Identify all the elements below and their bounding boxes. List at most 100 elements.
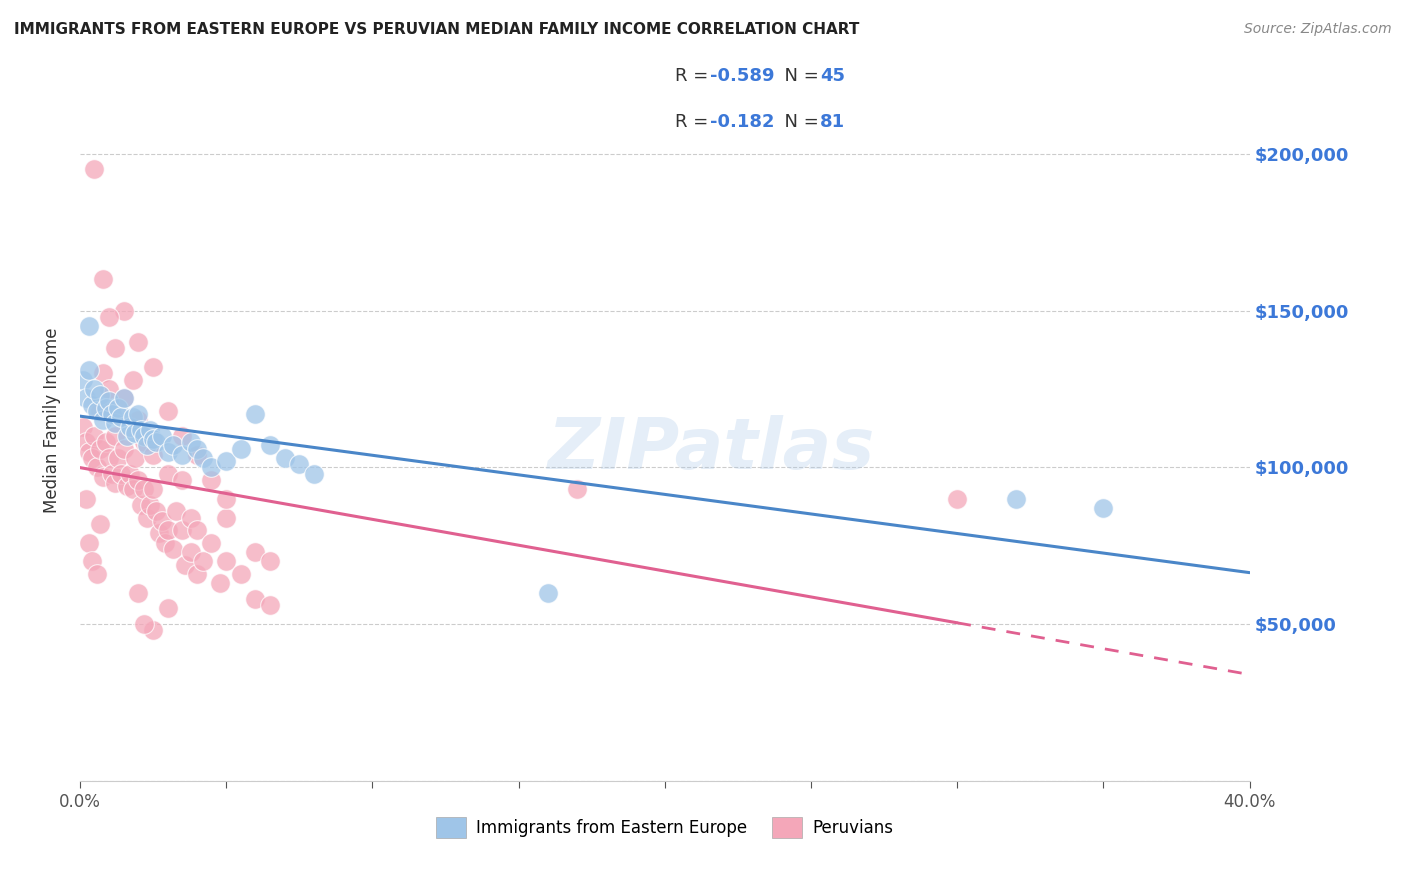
Point: [215, 491, 238, 506]
Point: [148, 526, 170, 541]
Point: [75, 491, 97, 506]
Point: [180, 545, 202, 559]
Point: [136, 438, 159, 452]
Point: [72, 419, 94, 434]
Point: [259, 554, 281, 568]
Point: [162, 541, 184, 556]
Point: [104, 475, 127, 490]
Point: [89, 404, 111, 418]
Point: [139, 423, 162, 437]
Point: [229, 442, 252, 456]
Point: [288, 457, 311, 471]
Point: [273, 450, 295, 465]
Point: [104, 417, 127, 431]
Text: R =: R =: [675, 67, 714, 85]
Point: [215, 454, 238, 468]
Point: [142, 432, 165, 446]
Point: [153, 535, 176, 549]
Point: [191, 450, 214, 465]
Point: [302, 467, 325, 481]
Point: [180, 510, 202, 524]
Point: [145, 435, 167, 450]
Point: [259, 438, 281, 452]
Text: ZIPatlas: ZIPatlas: [548, 415, 875, 483]
Point: [118, 467, 141, 481]
Point: [96, 435, 118, 450]
Point: [112, 392, 135, 406]
Point: [200, 460, 222, 475]
Point: [80, 450, 103, 465]
Point: [98, 394, 121, 409]
Point: [209, 576, 232, 591]
Text: IMMIGRANTS FROM EASTERN EUROPE VS PERUVIAN MEDIAN FAMILY INCOME CORRELATION CHAR: IMMIGRANTS FROM EASTERN EUROPE VS PERUVI…: [14, 22, 859, 37]
Point: [142, 448, 165, 462]
Point: [77, 444, 100, 458]
Point: [91, 366, 114, 380]
Point: [200, 473, 222, 487]
Point: [186, 566, 208, 581]
Point: [245, 407, 267, 421]
Point: [83, 382, 105, 396]
Point: [127, 334, 149, 349]
Point: [86, 460, 108, 475]
Text: -0.589: -0.589: [710, 67, 775, 85]
Point: [118, 419, 141, 434]
Point: [80, 554, 103, 568]
Point: [156, 404, 179, 418]
Point: [80, 398, 103, 412]
Point: [89, 516, 111, 531]
Point: [186, 442, 208, 456]
Point: [77, 535, 100, 549]
Point: [104, 429, 127, 443]
Text: 81: 81: [820, 113, 845, 131]
Point: [129, 498, 152, 512]
Point: [77, 363, 100, 377]
Text: N =: N =: [773, 67, 825, 85]
Point: [127, 586, 149, 600]
Point: [134, 435, 156, 450]
Point: [172, 429, 194, 443]
Point: [107, 450, 129, 465]
Point: [121, 372, 143, 386]
Point: [186, 448, 208, 462]
Point: [142, 624, 165, 638]
Point: [1092, 501, 1115, 516]
Point: [142, 359, 165, 374]
Point: [245, 592, 267, 607]
Point: [127, 413, 149, 427]
Point: [124, 450, 146, 465]
Point: [156, 444, 179, 458]
Point: [134, 617, 156, 632]
Y-axis label: Median Family Income: Median Family Income: [44, 327, 60, 513]
Point: [259, 599, 281, 613]
Point: [112, 303, 135, 318]
Point: [110, 467, 132, 481]
Point: [83, 429, 105, 443]
Point: [115, 479, 138, 493]
Point: [98, 382, 121, 396]
Point: [127, 407, 149, 421]
Point: [186, 523, 208, 537]
Point: [124, 425, 146, 440]
Text: R =: R =: [675, 113, 714, 131]
Text: 45: 45: [820, 67, 845, 85]
Point: [215, 510, 238, 524]
Point: [91, 413, 114, 427]
Point: [946, 491, 969, 506]
Point: [121, 483, 143, 497]
Point: [156, 523, 179, 537]
Point: [565, 483, 588, 497]
Point: [537, 586, 560, 600]
Point: [150, 429, 173, 443]
Point: [229, 566, 252, 581]
Legend: Immigrants from Eastern Europe, Peruvians: Immigrants from Eastern Europe, Peruvian…: [429, 810, 900, 845]
Point: [83, 162, 105, 177]
Text: N =: N =: [773, 113, 825, 131]
Point: [142, 483, 165, 497]
Point: [72, 372, 94, 386]
Point: [174, 558, 197, 572]
Point: [165, 504, 187, 518]
Point: [110, 410, 132, 425]
Point: [180, 435, 202, 450]
Point: [134, 483, 156, 497]
